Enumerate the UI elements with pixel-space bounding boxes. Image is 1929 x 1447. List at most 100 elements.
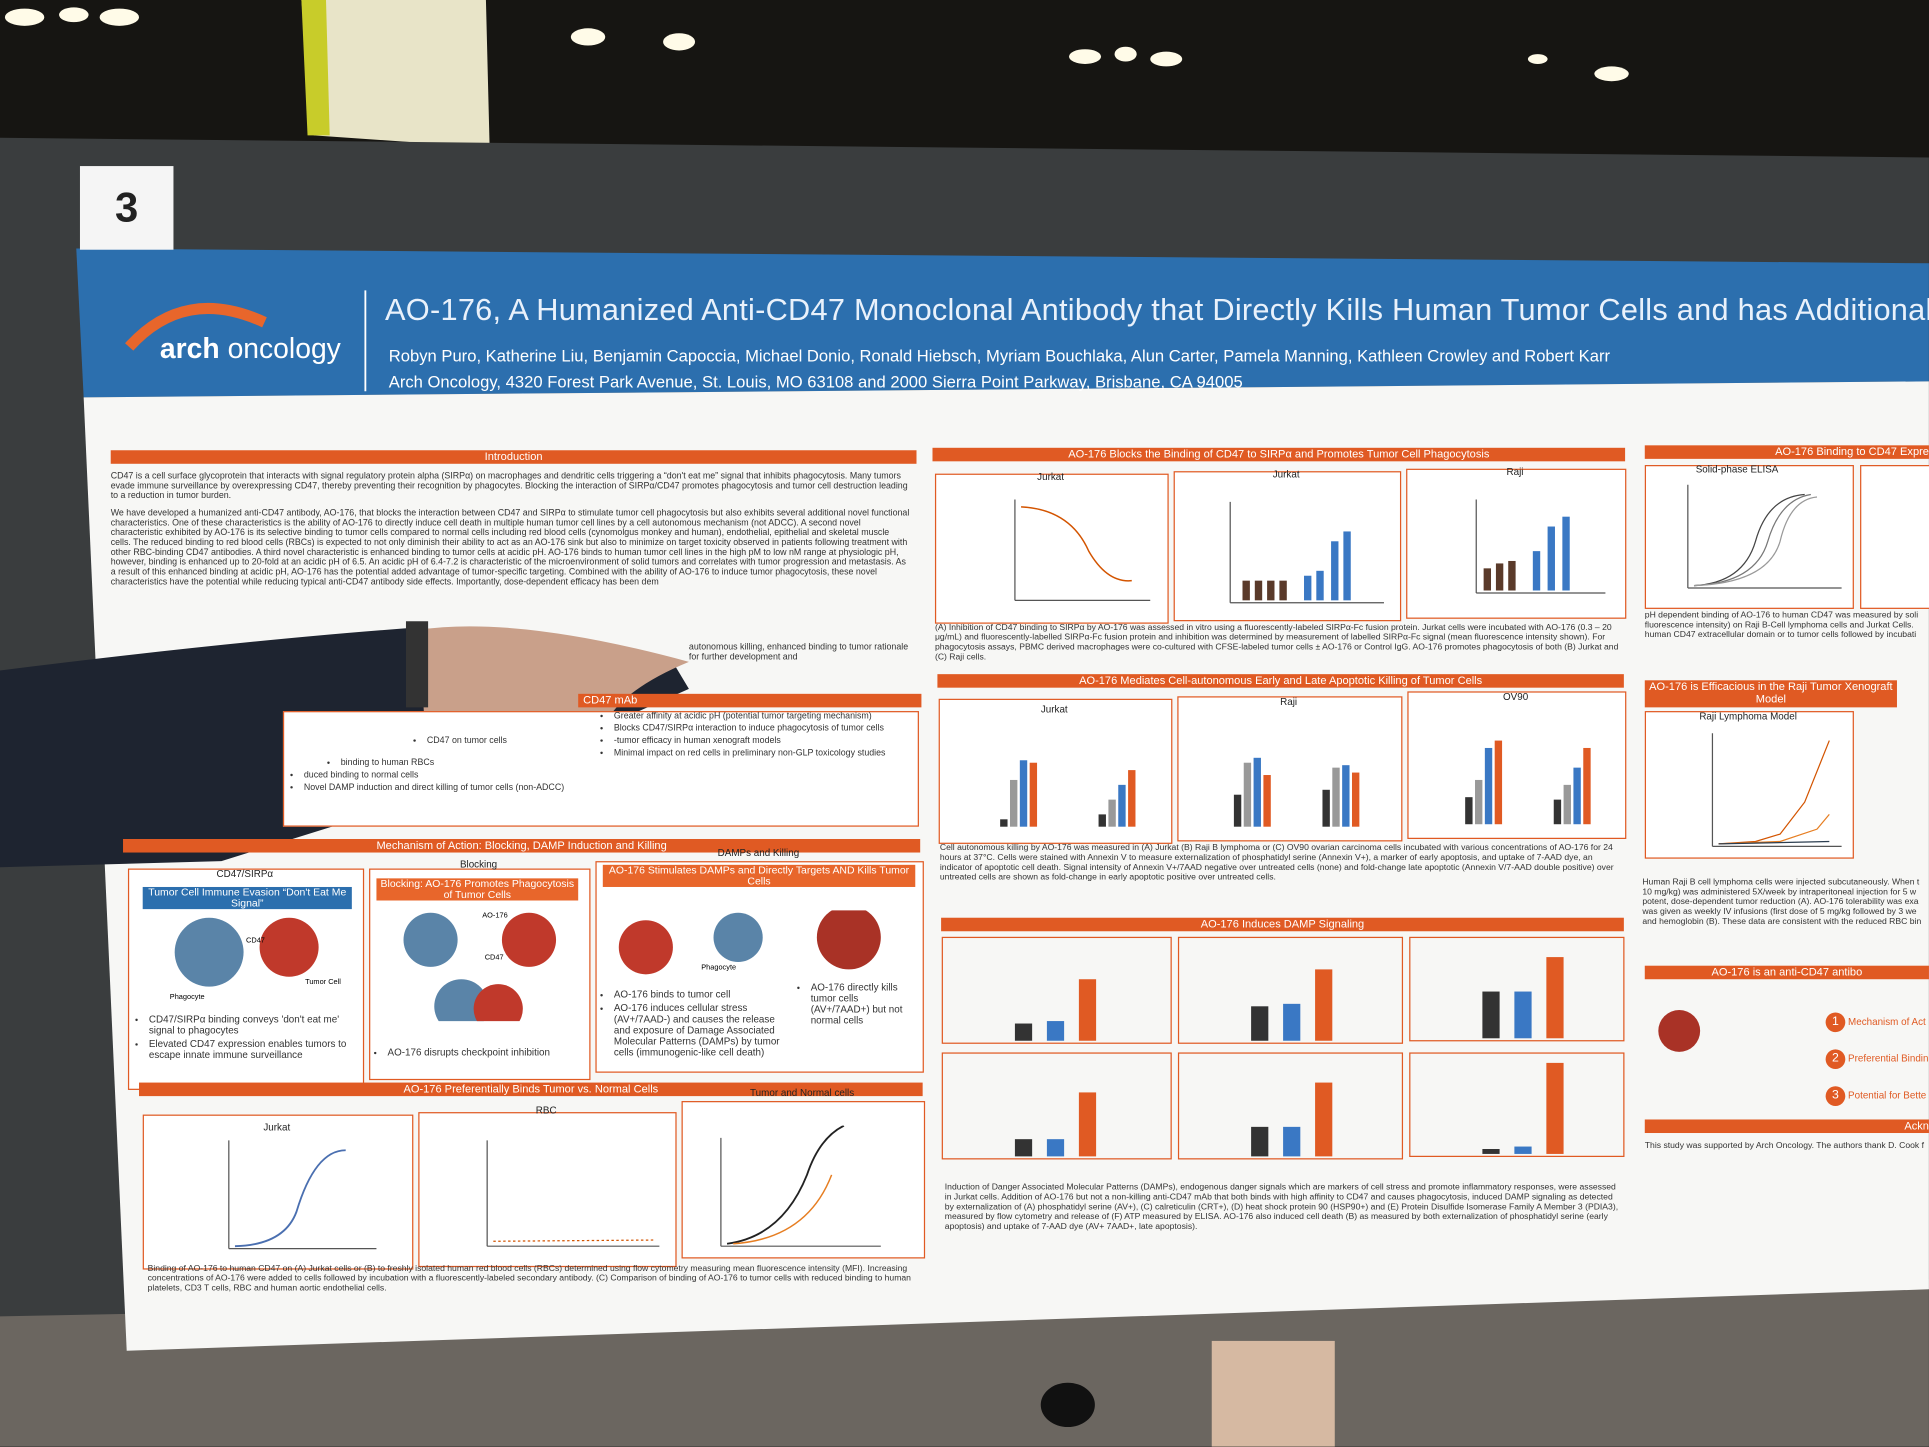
figure-caption: Cell autonomous killing by AO-176 was me… [939,843,1614,883]
intro-tail: autonomous killing, enhanced binding to … [688,640,909,662]
feature: Blocks CD47/SIRPα interaction to induce … [614,723,898,733]
bullets: AO-176 directly kills tumor cells (AV+/7… [800,982,917,1029]
section-heading: AO-176 Preferentially Binds Tumor vs. No… [139,1082,923,1097]
figure-caption: (A) Inhibition of CD47 binding to SIRPα … [934,623,1619,662]
figure-panel [1406,468,1627,619]
bullet: AO-176 disrupts checkpoint inhibition [388,1048,586,1058]
feature: duced binding to normal cells [304,769,588,780]
mechanism-box: Tumor Cell Immune Evasion “Don't Eat Me … [142,886,352,910]
item-text: Preferential Bindin [1848,1053,1929,1065]
section-heading: AO-176 is Efficacious in the Raji Tumor … [1644,680,1897,708]
cell-illustrations [174,910,881,1022]
panel-title: Jurkat [263,1121,291,1134]
figure-panel [418,1112,677,1268]
panel-title: DAMPs and Killing [717,847,800,859]
mechanism-box: Blocking: AO-176 Promotes Phagocytosis o… [376,878,579,901]
figure-panel [1177,696,1403,842]
panel-title: Raji [1280,696,1298,708]
feature: Minimal impact on red cells in prelimina… [614,747,898,758]
logo-arch: arch [159,332,220,365]
acknowledgement: This study was supported by Arch Oncolog… [1644,1141,1924,1151]
shoe [1040,1382,1095,1428]
item-text: Potential for Bette [1848,1089,1927,1102]
authors: Robyn Puro, Katherine Liu, Benjamin Capo… [388,346,1611,366]
binding-curves [228,1125,881,1250]
sign-edge [301,0,330,136]
section-heading: Mechanism of Action: Blocking, DAMP Indu… [123,838,921,853]
section-heading: Ackn [1644,1119,1929,1134]
bullets: AO-176 disrupts checkpoint inhibition [376,1048,585,1060]
item-text: Mechanism of Act [1848,1016,1926,1028]
affiliation: Arch Oncology, 4320 Forest Park Avenue, … [388,372,1243,392]
panel-title: OV90 [1503,691,1529,703]
feature: Greater affinity at acidic pH (potential… [614,710,898,721]
bullet: CD47/SIRPα binding conveys 'don't eat me… [149,1014,347,1036]
label: Phagocyte [701,964,737,972]
section-heading: AO-176 Mediates Cell-autonomous Early an… [937,674,1624,688]
panel-title: Tumor and Normal cells [750,1087,855,1099]
paragraph: CD47 is a cell surface glycoprotein that… [110,469,908,501]
panel-title: Jurkat [1037,471,1064,483]
figure-caption: Human Raji B cell lymphoma cells were in… [1642,878,1922,927]
figure-panel [142,1114,414,1270]
poster-header [76,248,1929,398]
logo-arc [125,302,267,351]
poster-body [83,381,1929,1351]
bullet: AO-176 directly kills tumor cells (AV+/7… [811,982,917,1026]
section-heading: Introduction [110,450,917,464]
section-heading: AO-176 is an anti-CD47 antibo [1644,965,1929,980]
figure-caption: pH dependent binding of AO-176 to human … [1644,611,1919,640]
summary-item: 3 Potential for Bette [1825,1078,1929,1115]
elisa-figure [1687,484,1842,589]
bullet: AO-176 induces cellular stress (AV+/7AAD… [614,1003,794,1058]
lights [4,7,1629,82]
blocks-figures [1014,499,1606,604]
figure-panel [681,1101,926,1259]
panel-title: Blocking [459,858,498,870]
mechanism-panel [369,868,591,1081]
panel-title: Raji [1506,466,1524,478]
hand [418,626,689,778]
panel-title: Jurkat [1040,703,1068,715]
panel-title: Jurkat [1272,468,1300,480]
section-heading: AO-176 Blocks the Binding of CD47 to SIR… [932,447,1626,462]
mechanism-box: AO-176 Stimulates DAMPs and Directly Tar… [602,864,916,887]
logo: arch oncology [160,332,341,365]
section-heading: AO-176 Binding to CD47 Expre [1644,445,1929,459]
apoptosis-figures [1000,740,1591,827]
item-number: 2 [1825,1049,1846,1070]
features-box [282,711,919,827]
label: AO-176 [482,912,508,921]
bullet: AO-176 binds to tumor cell [614,989,794,1000]
figure-panel [1644,465,1854,609]
intro-text: CD47 is a cell surface glycoprotein that… [111,471,911,587]
paragraph: We have developed a humanized anti-CD47 … [110,506,910,587]
ceiling [0,0,1929,160]
summary-item: 1 Mechanism of Act [1825,1004,1929,1041]
cell-icon [1658,1009,1701,1052]
figure-caption: Induction of Danger Associated Molecular… [944,1183,1619,1232]
logo-oncology: oncology [227,332,341,365]
features-left: CD47 on tumor cells binding to human RBC… [293,735,588,795]
feature: binding to human RBCs [341,757,588,768]
feature: -tumor efficacy in human xenograft model… [614,735,898,746]
figure-panel [1173,471,1402,622]
panel-title: CD47/SIRPα [216,868,274,880]
section-heading: CD47 mAb [578,693,922,708]
item-number: 3 [1825,1086,1846,1106]
xenograft-figure [1711,733,1842,847]
feature: CD47 on tumor cells [427,735,588,746]
section-heading: AO-176 Induces DAMP Signaling [941,917,1624,932]
label: Tumor Cell [305,979,341,987]
features-right: Greater affinity at acidic pH (potential… [603,710,898,760]
damp-figures [941,936,1625,1160]
figure-panel [934,473,1169,624]
number-card [79,166,174,250]
feature: Novel DAMP induction and direct killing … [304,782,588,792]
summary-item: 2 Preferential Bindin [1825,1041,1929,1078]
poster-title: AO-176, A Humanized Anti-CD47 Monoclonal… [385,292,1929,328]
panel-title: Solid-phase ELISA [1695,463,1779,475]
figure-panel [1644,711,1854,859]
